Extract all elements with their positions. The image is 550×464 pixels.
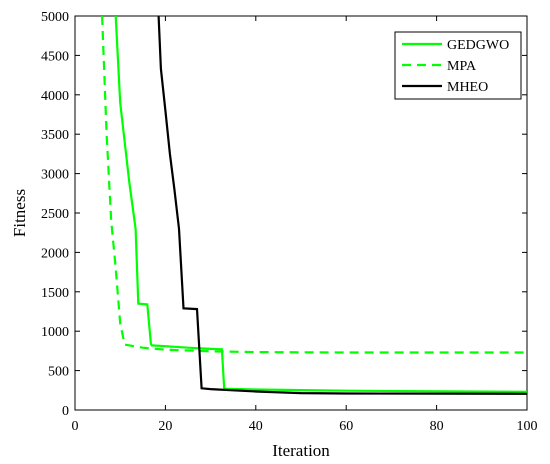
y-tick-label: 4000 <box>41 89 69 104</box>
legend-label: MPA <box>447 59 477 74</box>
y-tick-label: 500 <box>48 365 69 380</box>
y-tick-label: 2000 <box>41 246 69 261</box>
legend-label: MHEO <box>447 80 488 95</box>
legend: GEDGWO MPA MHEO <box>394 31 522 100</box>
y-tick-label: 3500 <box>41 128 69 143</box>
x-axis-title: Iteration <box>272 441 330 460</box>
y-axis: 0 500 1000 1500 2000 2500 3000 3500 4000 4500 5000 <box>41 10 527 419</box>
y-tick-label: 2500 <box>41 207 69 222</box>
y-tick-label: 0 <box>62 404 69 419</box>
y-tick-label: 3000 <box>41 168 69 183</box>
series-line-mheo <box>157 15 528 395</box>
series-lines <box>101 15 528 395</box>
x-tick-label: 0 <box>72 419 79 434</box>
y-axis-title: Fitness <box>10 189 29 237</box>
y-tick-label: 1000 <box>41 325 69 340</box>
y-tick-label: 5000 <box>41 10 69 25</box>
series-line-mpa <box>101 15 527 354</box>
y-tick-label: 4500 <box>41 49 69 64</box>
x-tick-label: 40 <box>249 419 263 434</box>
y-tick-label: 1500 <box>41 286 69 301</box>
x-tick-label: 80 <box>430 419 444 434</box>
x-axis: 0 20 40 60 80 100 <box>72 16 538 434</box>
x-tick-label: 100 <box>517 419 538 434</box>
x-tick-label: 60 <box>339 419 353 434</box>
x-tick-label: 20 <box>158 419 172 434</box>
legend-label: GEDGWO <box>447 38 509 53</box>
series-line-gedgwo <box>114 15 528 393</box>
